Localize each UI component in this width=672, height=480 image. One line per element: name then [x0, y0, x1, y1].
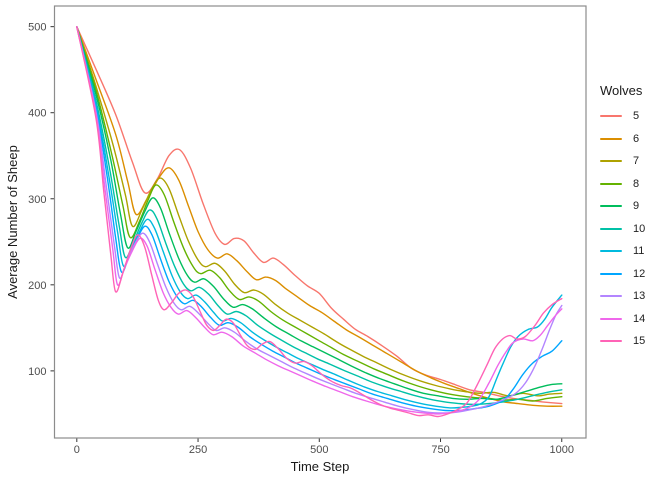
x-tick-label: 750	[431, 444, 449, 456]
legend-key-line-icon	[600, 295, 622, 298]
legend-title: Wolves	[600, 83, 643, 98]
y-tick-label: 400	[28, 108, 46, 120]
legend-item-6: 6	[600, 128, 645, 151]
legend-key-line-icon	[600, 115, 622, 118]
x-tick-label: 250	[189, 444, 207, 456]
legend-label: 6	[633, 132, 640, 145]
legend-label: 9	[633, 200, 640, 213]
series-line-12	[76, 26, 563, 412]
legend-item-13: 13	[600, 285, 645, 308]
legend-key-line-icon	[600, 227, 622, 230]
legend-key-line-icon	[600, 272, 622, 275]
series-line-5	[76, 26, 563, 405]
legend-label: 8	[633, 177, 640, 190]
legend-item-9: 9	[600, 195, 645, 218]
legend-label: 13	[633, 290, 646, 303]
legend-item-7: 7	[600, 150, 645, 173]
legend: Wolves 5 6 7 8 9 10 11 12 13 14 15	[600, 82, 645, 353]
legend-item-14: 14	[600, 308, 645, 331]
series-line-7	[76, 26, 563, 397]
legend-key-line-icon	[600, 182, 622, 185]
legend-item-15: 15	[600, 330, 645, 353]
y-tick-label: 300	[28, 194, 46, 206]
y-tick-label: 200	[28, 280, 46, 292]
legend-key-line-icon	[600, 317, 622, 320]
series-line-13	[76, 26, 563, 414]
series-line-9	[76, 26, 563, 401]
legend-key-line-icon	[600, 160, 622, 163]
legend-label: 12	[633, 267, 646, 280]
legend-label: 7	[633, 155, 640, 168]
legend-key-line-icon	[600, 205, 622, 208]
legend-key-line-icon	[600, 340, 622, 343]
legend-item-10: 10	[600, 218, 645, 241]
legend-item-5: 5	[600, 105, 645, 128]
series-line-8	[76, 26, 563, 402]
legend-label: 5	[633, 110, 640, 123]
legend-key-line-icon	[600, 137, 622, 140]
legend-item-12: 12	[600, 263, 645, 286]
legend-items: 5 6 7 8 9 10 11 12 13 14 15	[600, 105, 645, 353]
x-tick-label: 0	[74, 444, 80, 456]
y-tick-label: 500	[28, 22, 46, 34]
legend-label: 14	[633, 312, 646, 325]
series-group	[76, 26, 563, 418]
x-tick-label: 500	[310, 444, 328, 456]
legend-label: 15	[633, 335, 646, 348]
series-line-10	[76, 26, 563, 406]
panel-border	[53, 5, 587, 439]
legend-label: 10	[633, 222, 646, 235]
x-axis-title: Time Step	[290, 459, 350, 474]
legend-item-11: 11	[600, 240, 645, 263]
legend-item-8: 8	[600, 173, 645, 196]
series-line-11	[76, 26, 563, 409]
y-tick-label: 100	[28, 366, 46, 378]
series-line-15	[76, 26, 563, 418]
y-axis-title: Average Number of Sheep	[5, 145, 20, 299]
series-line-14	[76, 26, 563, 415]
x-tick-label: 1000	[550, 444, 574, 456]
legend-label: 11	[633, 245, 645, 258]
legend-key-line-icon	[600, 250, 622, 253]
